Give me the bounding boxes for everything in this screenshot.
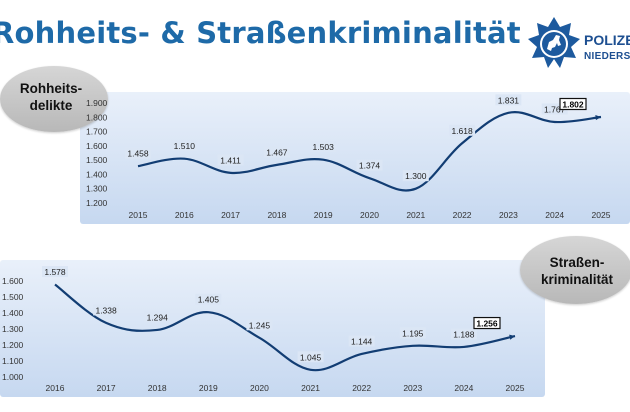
y-tick-label: 1.500	[86, 155, 108, 165]
chart-panel-rohheitsdelikte	[80, 92, 630, 224]
y-tick-label: 1.800	[86, 112, 108, 122]
data-label-box-highlight	[473, 316, 501, 330]
x-tick-label: 2024	[454, 383, 473, 393]
y-tick-label: 1.000	[2, 372, 24, 382]
data-label-box	[125, 147, 151, 159]
data-label-box	[399, 327, 426, 339]
y-tick-label: 1.100	[2, 356, 24, 366]
x-tick-label: 2023	[403, 383, 422, 393]
series-arrow-head	[509, 334, 515, 340]
series-arrow-head	[595, 114, 601, 121]
data-label-box	[402, 170, 429, 182]
y-tick-label: 1.600	[86, 141, 108, 151]
series-line	[54, 283, 516, 372]
x-tick-label: 2017	[221, 210, 240, 220]
x-tick-label: 2024	[545, 210, 564, 220]
x-tick-label: 2023	[499, 210, 518, 220]
x-tick-label: 2025	[592, 210, 611, 220]
data-label: 1.458	[127, 149, 149, 159]
series-label-bubble-rohheitsdelikte	[0, 66, 108, 132]
data-label-box	[495, 94, 522, 106]
horse-star-badge-icon	[528, 17, 580, 68]
x-tick-label: 2019	[199, 383, 218, 393]
data-label: 1.188	[453, 329, 475, 339]
x-tick-label: 2017	[97, 383, 116, 393]
x-tick-label: 2019	[314, 210, 333, 220]
x-tick-label: 2018	[267, 210, 286, 220]
data-label: 1.618	[451, 126, 473, 136]
data-label: 1.045	[300, 352, 322, 362]
y-tick-label: 1.700	[86, 127, 108, 137]
data-label-box	[42, 266, 68, 278]
data-label-box	[144, 311, 171, 323]
data-label: 1.144	[351, 336, 373, 346]
data-label: 1.300	[405, 171, 427, 181]
data-label-box	[217, 154, 244, 166]
page-title: Rohheits- & Straßenkriminalität	[0, 16, 521, 50]
x-tick-label: 2022	[453, 210, 472, 220]
data-label: 1.338	[95, 305, 117, 315]
data-label-box	[171, 140, 198, 152]
data-label: 1.411	[220, 155, 241, 165]
data-label: 1.578	[44, 267, 66, 277]
y-tick-label: 1.200	[2, 340, 24, 350]
y-tick-label: 1.300	[2, 324, 24, 334]
data-label-box	[263, 146, 290, 158]
data-label-box	[297, 351, 324, 363]
data-label: 1.195	[402, 328, 424, 338]
data-label: 1.503	[313, 142, 335, 152]
y-tick-label: 1.600	[2, 276, 24, 286]
data-label-box	[93, 304, 120, 316]
x-tick-label: 2025	[506, 383, 525, 393]
data-label-box	[356, 159, 383, 171]
data-label: 1.374	[359, 161, 381, 171]
data-label-box-highlight	[559, 97, 587, 111]
data-label-box	[310, 141, 337, 153]
x-tick-label: 2015	[129, 210, 148, 220]
x-tick-label: 2021	[406, 210, 425, 220]
data-label: 1.510	[174, 141, 196, 151]
x-tick-label: 2020	[360, 210, 379, 220]
x-tick-label: 2018	[148, 383, 167, 393]
data-label: 1.831	[498, 95, 520, 105]
x-tick-label: 2020	[250, 383, 269, 393]
data-label-box	[348, 335, 375, 347]
data-label-box	[449, 124, 476, 136]
data-label: 1.767	[544, 105, 566, 115]
series-label-bubble-strassenkriminalitaet	[520, 236, 630, 304]
y-tick-label: 1.400	[2, 308, 24, 318]
x-tick-label: 2021	[301, 383, 320, 393]
y-tick-label: 1.900	[86, 98, 108, 108]
data-label: 1.245	[249, 320, 271, 330]
y-tick-label: 1.300	[86, 184, 108, 194]
y-tick-label: 1.200	[86, 198, 108, 208]
y-tick-label: 1.500	[2, 292, 24, 302]
data-label: 1.467	[266, 147, 288, 157]
series-line	[137, 111, 602, 192]
y-tick-label: 1.400	[86, 169, 108, 179]
series-label-rohheitsdelikte: Rohheits- delikte	[19, 81, 83, 113]
x-tick-label: 2016	[46, 383, 65, 393]
logo-text-line1: POLIZE	[584, 32, 630, 48]
series-label-strassenkriminalitaet: Straßen- kriminalität	[540, 255, 614, 287]
logo-text-line2: NIEDERSAC	[584, 51, 630, 62]
data-label: 1.405	[198, 295, 220, 305]
police-logo: POLIZE NIEDERSAC	[526, 14, 630, 74]
data-label: 1.294	[147, 312, 169, 322]
data-label: 1.256	[476, 319, 498, 329]
data-label-box	[246, 319, 273, 331]
data-label: 1.802	[562, 100, 584, 110]
data-label-box	[195, 293, 222, 305]
x-tick-label: 2016	[175, 210, 194, 220]
data-label-box	[541, 103, 568, 115]
x-tick-label: 2022	[352, 383, 371, 393]
data-label-box	[450, 328, 477, 340]
